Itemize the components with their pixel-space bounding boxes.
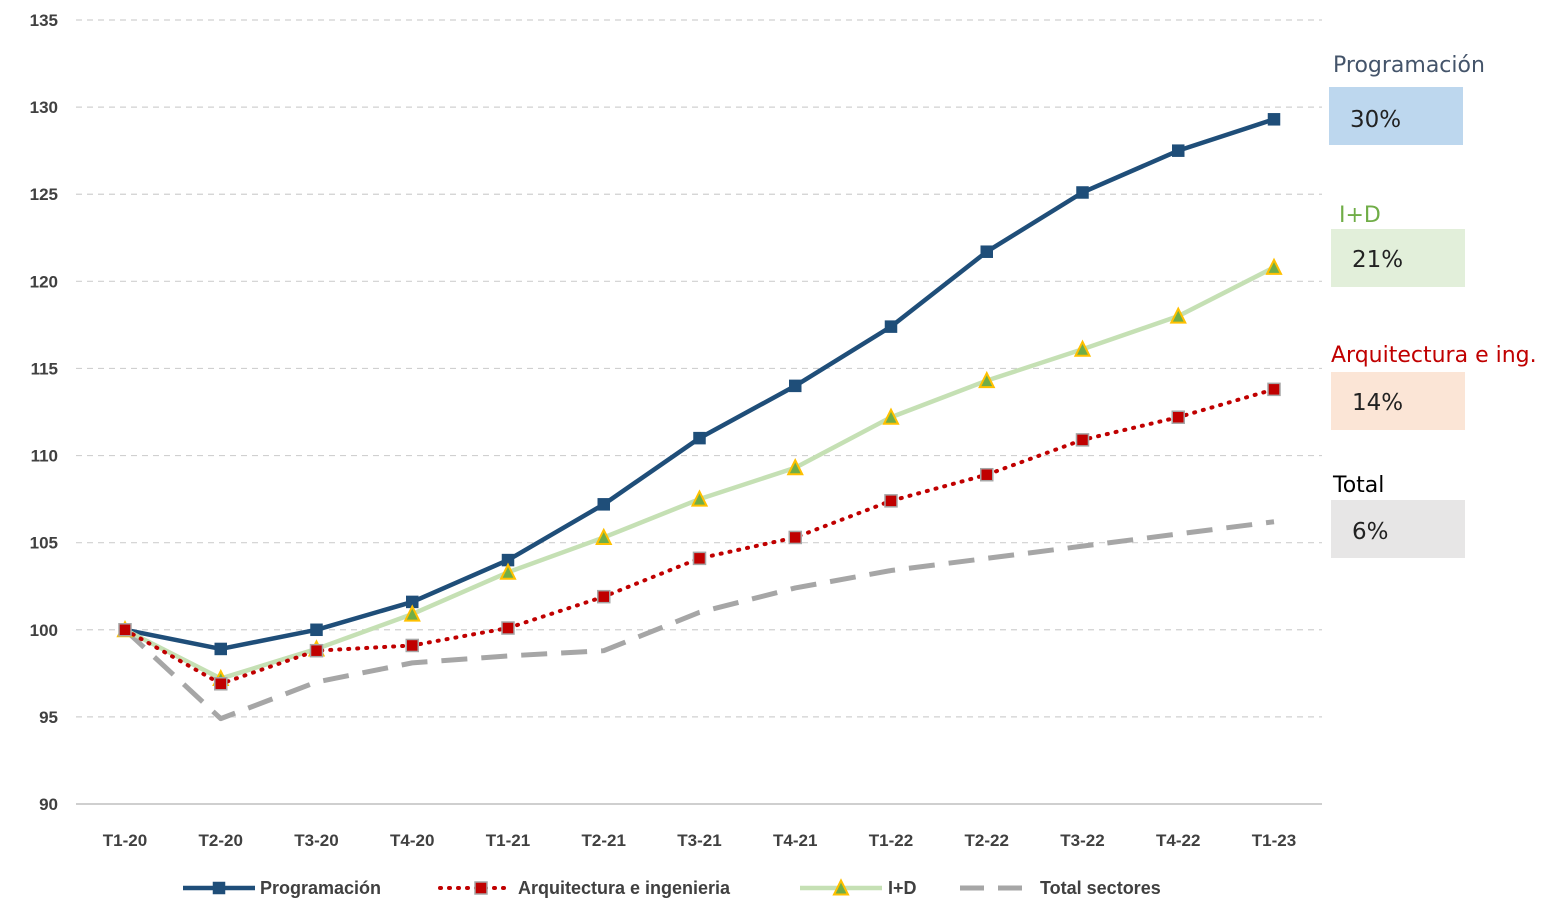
annotation-value: 30%	[1350, 107, 1401, 133]
annotation-box	[1331, 500, 1465, 558]
x-tick-label: T4-22	[1156, 831, 1200, 850]
data-point	[1073, 339, 1092, 357]
annotation-value: 21%	[1352, 247, 1403, 273]
x-tick-label: T3-20	[294, 831, 338, 850]
annotation-4: Total 6%	[1331, 473, 1465, 558]
x-tick-label: T1-22	[869, 831, 913, 850]
annotation-label: I+D	[1339, 203, 1381, 228]
annotations: Programación 30% I+D 21% Arquitectura e ing.…	[1329, 53, 1537, 558]
y-tick-label: 130	[30, 98, 58, 117]
annotation-label: Programación	[1333, 53, 1485, 78]
series-total-sectores	[123, 519, 1275, 722]
y-tick-label: 100	[30, 621, 58, 640]
legend-item-programaci-n: Programación	[183, 878, 381, 898]
series-lines	[116, 113, 1283, 722]
data-point	[597, 589, 611, 604]
annotation-label: Total	[1332, 473, 1384, 498]
annotation-value: 14%	[1352, 390, 1403, 416]
y-tick-label: 110	[31, 447, 58, 466]
y-tick-label: 115	[31, 359, 58, 378]
data-point	[310, 623, 323, 637]
data-point	[597, 498, 610, 511]
y-tick-label: 95	[39, 708, 58, 727]
data-point	[882, 407, 900, 425]
data-point	[1265, 257, 1283, 275]
data-point	[499, 562, 517, 580]
legend-swatch-marker	[832, 878, 850, 896]
annotation-label: Arquitectura e ing.	[1331, 343, 1537, 368]
legend-label: Programación	[260, 878, 381, 898]
legend: Programación Arquitectura e ingenieria I+D…	[183, 878, 1161, 898]
data-point	[980, 467, 994, 482]
data-point	[1267, 113, 1281, 126]
data-point	[214, 677, 228, 691]
data-point	[1169, 306, 1187, 324]
x-tick-label: T3-21	[677, 831, 721, 850]
data-point	[978, 370, 996, 389]
data-point	[1171, 410, 1185, 424]
x-tick-label: T2-22	[965, 831, 1009, 850]
data-point	[786, 458, 804, 476]
series-line	[123, 519, 1275, 722]
data-point	[403, 604, 421, 622]
series-line	[124, 117, 1275, 652]
x-tick-label: T1-21	[486, 831, 530, 850]
y-tick-label: 120	[30, 272, 58, 291]
data-point	[1075, 433, 1090, 447]
x-tick-label: T2-20	[199, 831, 243, 850]
y-tick-label: 90	[39, 795, 58, 814]
data-point	[501, 621, 515, 635]
data-point	[884, 320, 898, 333]
data-point	[690, 489, 709, 507]
data-point	[309, 643, 324, 658]
series-arquitectura-e-ingenieria	[118, 382, 1281, 691]
x-axis: T1-20 T2-20 T3-20 T4-20 T1-21 T2-21 T3-21 T4-21…	[76, 803, 1322, 850]
legend-label: Total sectores	[1040, 878, 1161, 898]
data-point	[692, 551, 707, 566]
series-i-d	[116, 257, 1283, 687]
data-point	[405, 638, 419, 653]
annotation-value: 6%	[1352, 519, 1389, 545]
data-point	[1267, 382, 1281, 397]
legend-swatch-marker	[212, 881, 226, 895]
data-point	[884, 494, 898, 508]
x-tick-label: T4-21	[773, 831, 817, 850]
annotation-3: Arquitectura e ing. 14%	[1331, 343, 1537, 430]
data-point	[1172, 144, 1185, 157]
annotation-1: Programación 30%	[1329, 53, 1485, 145]
x-tick-label: T1-23	[1252, 831, 1296, 850]
y-tick-label: 125	[30, 185, 58, 204]
data-point	[118, 623, 132, 637]
annotation-box	[1331, 229, 1465, 287]
data-point	[595, 527, 613, 545]
legend-item-total-sectores: Total sectores	[960, 878, 1161, 898]
data-point	[214, 642, 227, 656]
annotation-2: I+D 21%	[1331, 203, 1465, 287]
annotation-box	[1329, 87, 1463, 145]
series-programaci-n	[118, 113, 1281, 656]
data-point	[1076, 186, 1089, 199]
annotation-box	[1331, 372, 1465, 430]
x-tick-label: T2-21	[582, 831, 626, 850]
x-tick-label: T4-20	[390, 831, 434, 850]
data-point	[788, 530, 802, 545]
y-tick-label: 105	[30, 534, 58, 553]
y-axis: 90 95 100 105 110 115 120 125 130 135	[30, 11, 58, 814]
legend-swatch-marker	[474, 881, 488, 895]
series-line	[123, 265, 1276, 681]
legend-label: Arquitectura e ingenieria	[518, 878, 731, 898]
x-tick-label: T3-22	[1060, 831, 1104, 850]
data-point	[789, 379, 802, 393]
legend-item-arquitectura-e-ingenieria: Arquitectura e ingenieria	[438, 878, 731, 898]
data-point	[980, 245, 993, 258]
y-tick-label: 135	[30, 11, 58, 30]
legend-item-i-d: I+D	[800, 878, 917, 898]
x-tick-label: T1-20	[103, 831, 147, 850]
legend-label: I+D	[888, 878, 917, 898]
data-point	[693, 431, 706, 445]
